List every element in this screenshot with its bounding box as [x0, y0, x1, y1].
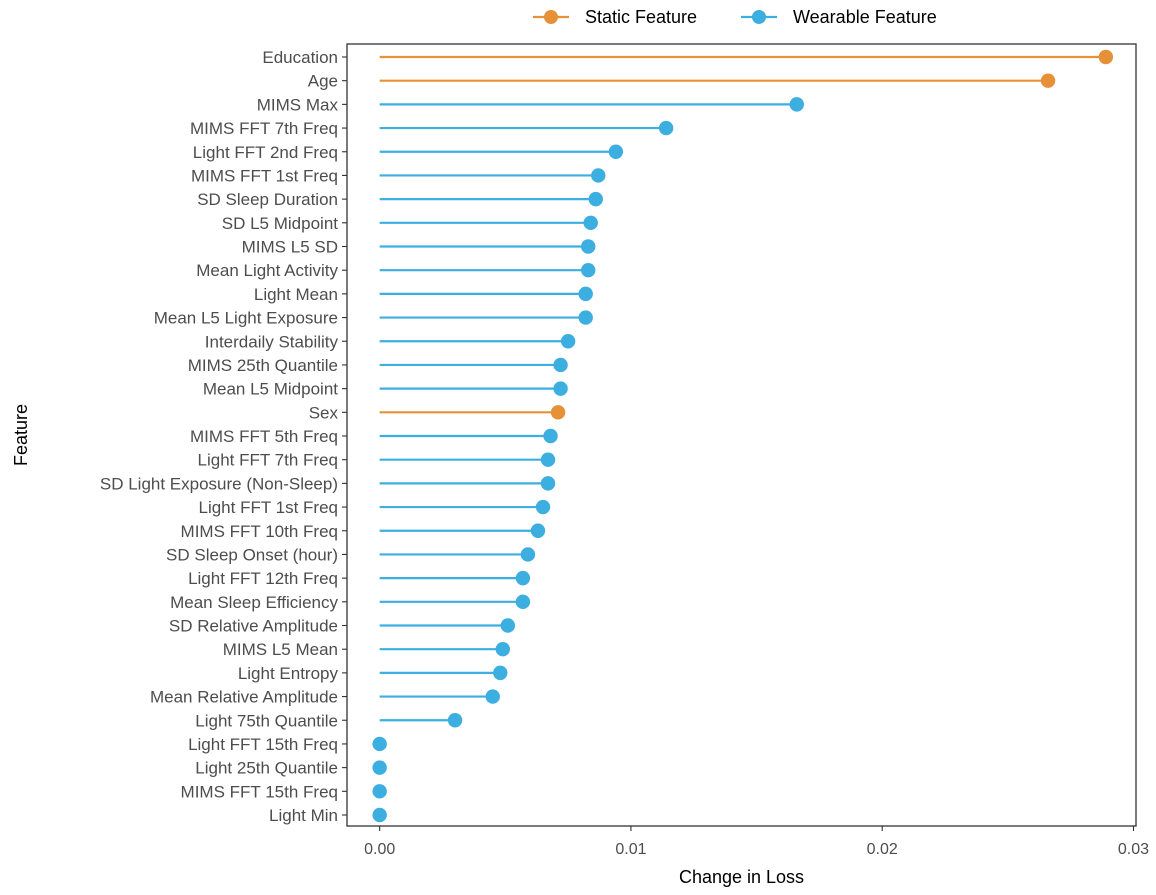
legend-key-point [544, 10, 558, 24]
y-tick-label: Education [262, 48, 338, 67]
y-tick-label: Light FFT 15th Freq [188, 735, 338, 754]
data-point [495, 641, 510, 657]
y-tick-label: Light FFT 7th Freq [198, 451, 338, 470]
data-point [583, 215, 598, 231]
y-tick-label: Light FFT 12th Freq [188, 569, 338, 588]
y-tick-label: Mean Relative Amplitude [150, 688, 338, 707]
data-point [372, 760, 387, 775]
legend-label: Wearable Feature [793, 7, 937, 27]
data-point [540, 476, 556, 491]
y-tick-label: Interdaily Stability [205, 332, 339, 351]
y-tick-label: MIMS FFT 1st Freq [191, 166, 338, 185]
y-tick-label: Light 25th Quantile [195, 759, 338, 778]
y-tick-label: Sex [309, 403, 339, 422]
y-tick-label: Mean Light Activity [196, 261, 338, 280]
legend-item: Wearable Feature [741, 7, 937, 27]
legend-label: Static Feature [585, 7, 697, 27]
y-tick-label: Mean L5 Light Exposure [154, 309, 338, 328]
y-tick-label: Mean L5 Midpoint [203, 380, 338, 399]
x-axis: 0.00 0.01 0.02 0.03 [364, 826, 1149, 858]
data-point [372, 784, 387, 799]
data-point [789, 97, 804, 112]
y-tick-label: MIMS FFT 7th Freq [190, 119, 338, 138]
y-tick-label: MIMS L5 SD [242, 238, 338, 257]
data-point [581, 262, 596, 278]
data-point [543, 428, 558, 444]
data-point [515, 594, 531, 610]
data-point [578, 310, 593, 325]
legend-key-point [752, 10, 766, 24]
x-tick-label: 0.03 [1118, 841, 1149, 858]
y-axis-title: Feature [11, 404, 31, 466]
data-point [447, 713, 463, 728]
data-point [553, 357, 568, 373]
data-point [535, 499, 551, 515]
data-point [550, 405, 566, 420]
y-tick-label: MIMS FFT 15th Freq [181, 782, 338, 801]
data-point [500, 618, 516, 633]
x-tick-label: 0.02 [867, 841, 898, 858]
y-tick-label: Light FFT 2nd Freq [193, 143, 338, 162]
y-tick-label: SD L5 Midpoint [222, 214, 339, 233]
y-tick-label: SD Sleep Duration [197, 190, 338, 209]
data-point [515, 570, 531, 586]
y-tick-label: MIMS FFT 5th Freq [190, 427, 338, 446]
y-tick-label: Light Entropy [238, 664, 339, 683]
data-point [1040, 73, 1056, 88]
data-point [540, 452, 556, 467]
y-tick-label: MIMS FFT 10th Freq [181, 522, 338, 541]
data-point [485, 689, 500, 704]
data-point [608, 144, 624, 159]
y-axis: Education Age MIMS Max MIMS FFT 7th Freq Lig… [100, 48, 347, 825]
data-point [560, 334, 576, 349]
y-tick-label: Light FFT 1st Freq [198, 498, 338, 517]
y-tick-label: MIMS Max [257, 95, 339, 114]
data-point [1098, 49, 1114, 65]
data-point [588, 191, 603, 207]
data-point [581, 239, 596, 254]
data-point [493, 665, 508, 681]
x-tick-label: 0.01 [615, 841, 646, 858]
data-point [658, 120, 674, 136]
y-tick-label: Light Min [269, 806, 338, 825]
data-point [372, 807, 387, 823]
legend-item: Static Feature [533, 7, 697, 27]
data-point [530, 523, 546, 538]
data-point [372, 736, 387, 752]
y-tick-label: Age [308, 72, 338, 91]
y-tick-label: Light 75th Quantile [195, 711, 338, 730]
y-tick-label: MIMS 25th Quantile [188, 356, 338, 375]
x-axis-title: Change in Loss [679, 867, 804, 887]
x-tick-label: 0.00 [364, 841, 395, 858]
data-point [578, 286, 593, 302]
data-point [520, 547, 536, 562]
data-point [591, 168, 606, 183]
y-tick-label: Mean Sleep Efficiency [170, 593, 338, 612]
y-tick-label: SD Light Exposure (Non-Sleep) [100, 474, 338, 493]
y-tick-label: SD Sleep Onset (hour) [166, 545, 338, 564]
y-tick-label: SD Relative Amplitude [169, 617, 338, 636]
chart-marks [372, 49, 1114, 823]
y-tick-label: MIMS L5 Mean [223, 640, 338, 659]
y-tick-label: Light Mean [254, 285, 338, 304]
data-point [553, 381, 568, 396]
legend: Static Feature Wearable Feature [533, 7, 937, 27]
